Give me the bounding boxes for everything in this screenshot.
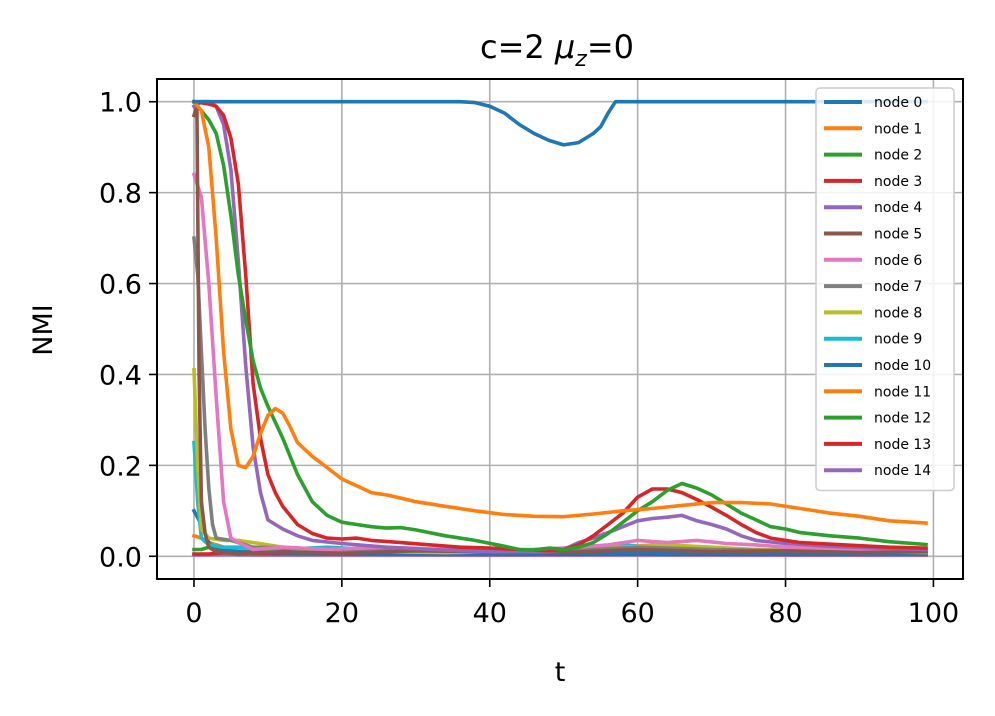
legend-label: node 13 (874, 437, 931, 453)
title-subscript: z (574, 47, 587, 72)
title-prefix: c=2 (480, 28, 555, 66)
legend-label: node 1 (874, 121, 922, 137)
axis-ticks: 0 20 40 60 80 100 0.0 0.2 0.4 0.6 0.8 1.0 (99, 88, 959, 629)
title-symbol: μ (554, 28, 575, 66)
x-tick-label: 80 (768, 598, 802, 629)
legend-label: node 7 (874, 279, 922, 295)
x-tick-label: 20 (325, 598, 359, 629)
plot-lines (191, 99, 928, 557)
legend-label: node 4 (874, 200, 922, 216)
series-line-node-5 (191, 104, 928, 556)
legend-label: node 0 (874, 95, 922, 111)
y-tick-label: 0.8 (99, 179, 142, 210)
x-tick-label: 40 (473, 598, 507, 629)
y-tick-label: 1.0 (99, 88, 142, 119)
y-axis-label: NMI (28, 304, 59, 355)
legend-label: node 11 (874, 384, 931, 400)
series-line-node-2 (191, 99, 928, 552)
legend-label: node 12 (874, 411, 931, 427)
series-line-node-0 (192, 99, 928, 147)
legend-label: node 8 (874, 305, 922, 321)
x-tick-label: 100 (908, 598, 960, 629)
y-tick-label: 0.4 (99, 360, 142, 391)
y-tick-label: 0.6 (99, 270, 142, 301)
legend: node 0 node 1 node 2 node 3 node 4 node 5 node… (815, 87, 955, 492)
series-line-node-1 (191, 99, 928, 526)
legend-label: node 5 (874, 227, 922, 243)
x-tick-label: 0 (185, 598, 202, 629)
x-axis-label: t (555, 657, 566, 688)
series-line-node-3 (191, 99, 928, 553)
x-tick-label: 60 (620, 598, 654, 629)
legend-label: node 14 (874, 463, 931, 479)
y-tick-label: 0.0 (99, 542, 142, 573)
legend-label: node 2 (874, 148, 922, 164)
chart-title: c=2 μz=0 (480, 28, 634, 72)
legend-label: node 3 (874, 174, 922, 190)
legend-label: node 9 (874, 332, 922, 348)
plot-frame (156, 78, 964, 580)
legend-label: node 10 (874, 358, 931, 374)
legend-label: node 6 (874, 253, 922, 269)
y-tick-label: 0.2 (99, 451, 142, 482)
title-suffix: =0 (587, 28, 634, 66)
